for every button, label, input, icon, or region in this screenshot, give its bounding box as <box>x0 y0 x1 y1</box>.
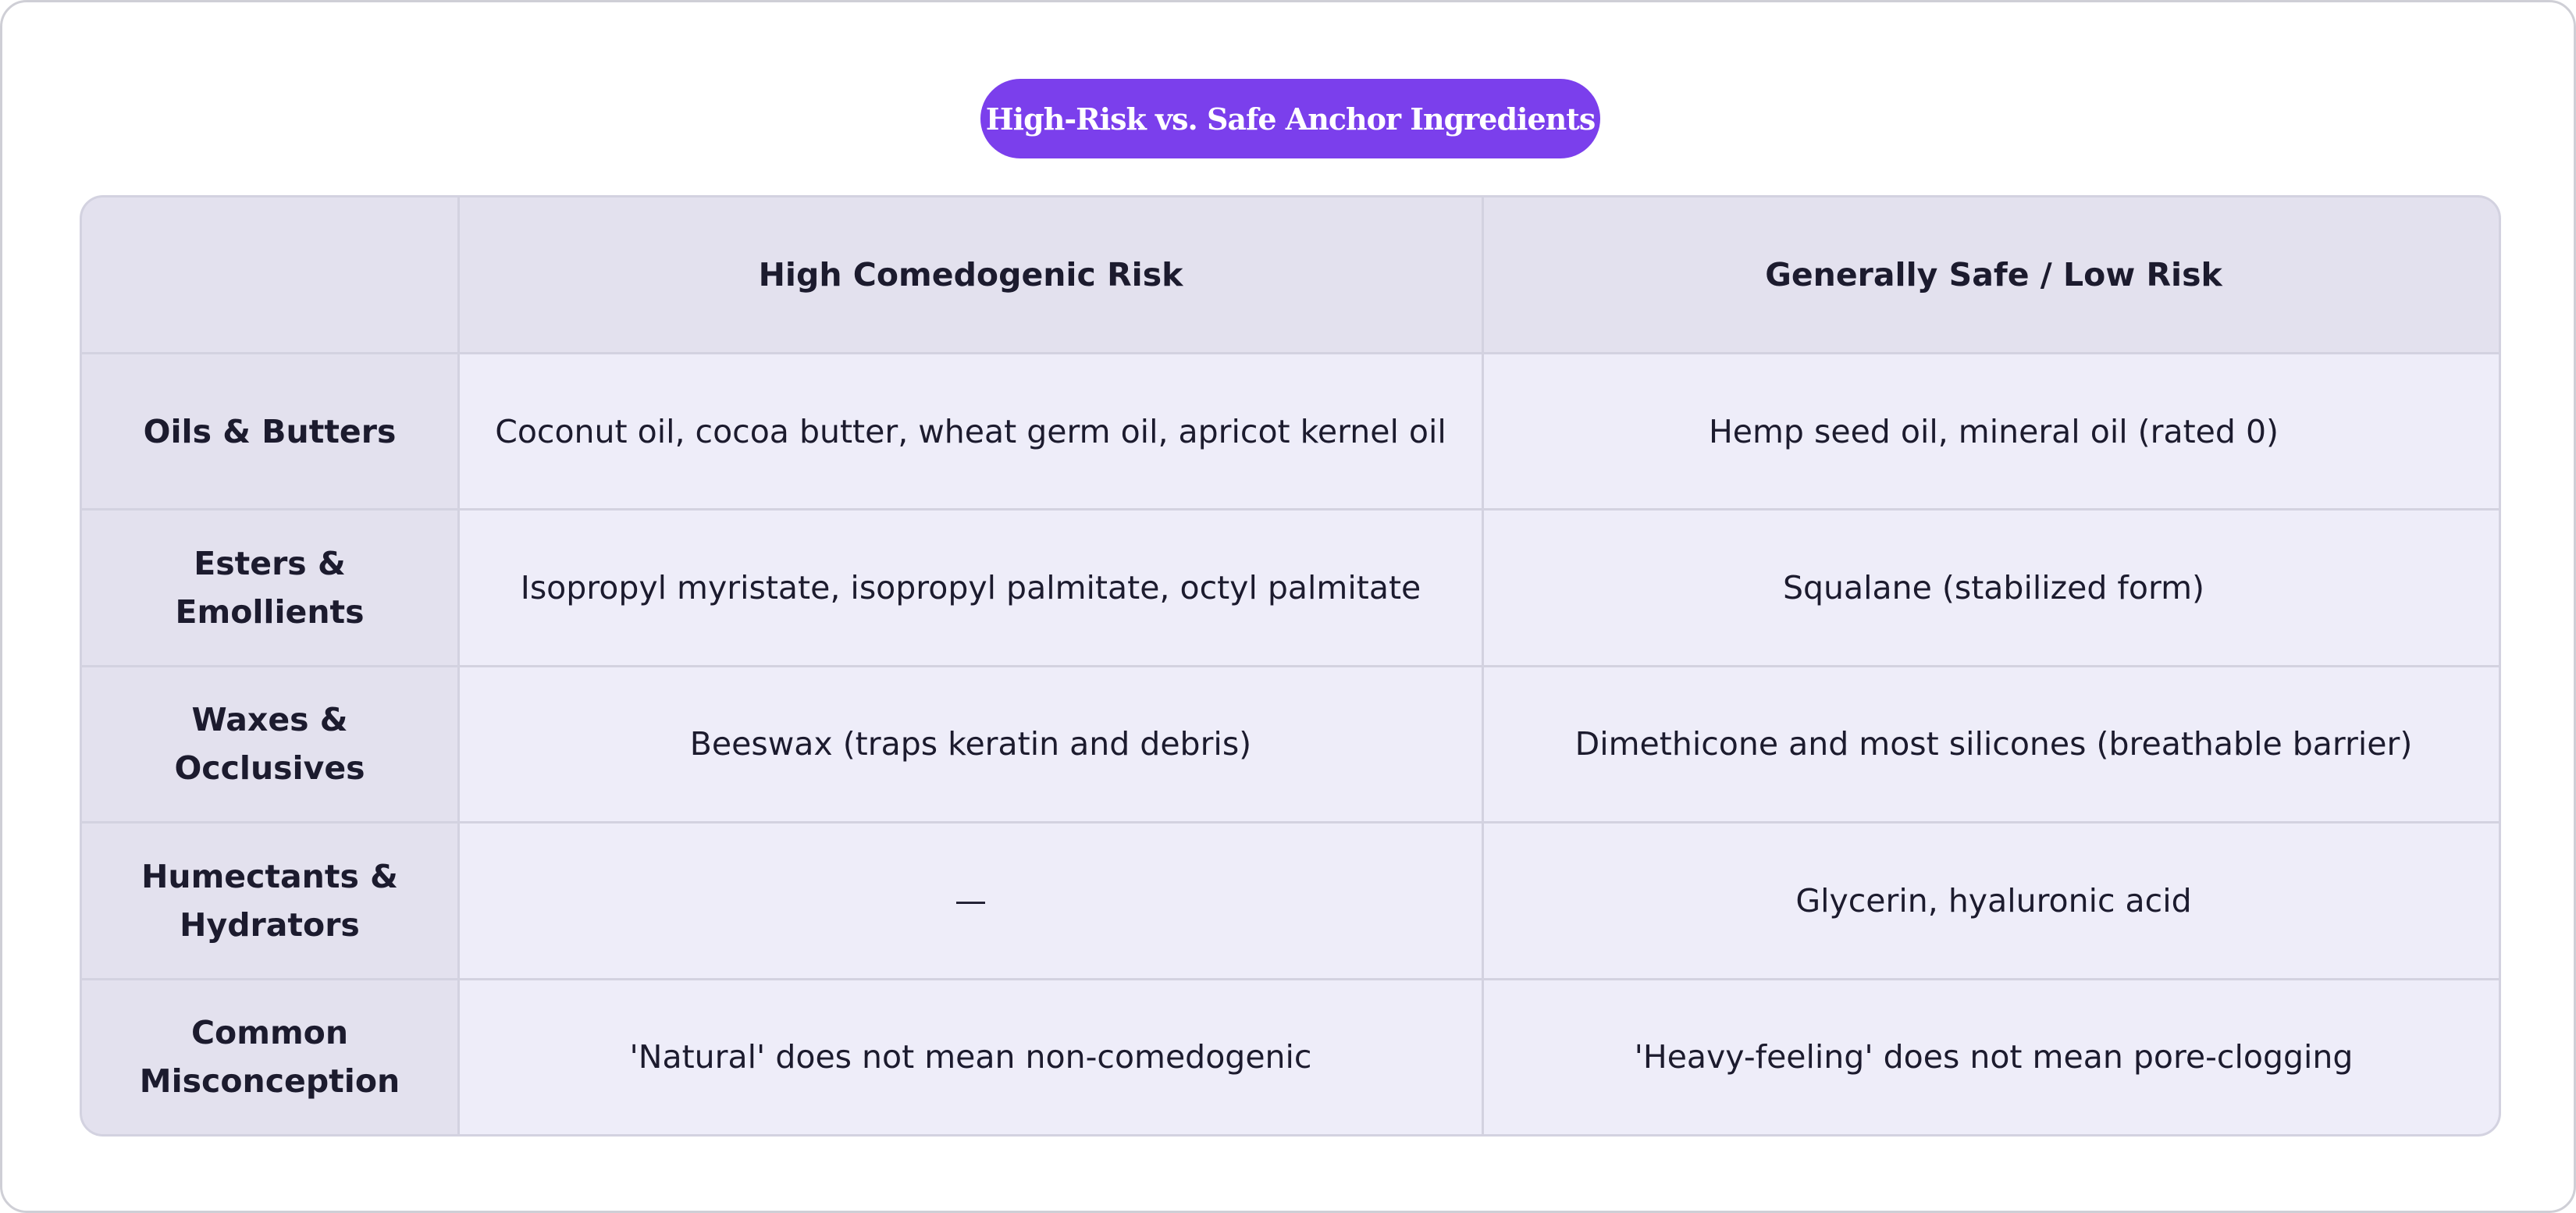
row-label-oils-butters: Oils & Butters <box>82 354 457 509</box>
cell-high-risk: 'Natural' does not mean non-comedogenic <box>460 980 1482 1134</box>
cell-safe: Squalane (stabilized form) <box>1484 510 2499 665</box>
cell-high-risk: Beeswax (traps keratin and debris) <box>460 667 1482 822</box>
header-safe: Generally Safe / Low Risk <box>1484 197 2499 352</box>
cell-safe: Glycerin, hyaluronic acid <box>1484 823 2499 978</box>
header-corner <box>82 197 457 352</box>
cell-high-risk: Isopropyl myristate, isopropyl palmitate… <box>460 510 1482 665</box>
row-label-waxes-occlusives: Waxes & Occlusives <box>82 667 457 822</box>
header-high-risk: High Comedogenic Risk <box>460 197 1482 352</box>
row-label-humectants-hydrators: Humectants & Hydrators <box>82 823 457 978</box>
page-title: High-Risk vs. Safe Anchor Ingredients <box>980 79 1600 158</box>
cell-safe: Dimethicone and most silicones (breathab… <box>1484 667 2499 822</box>
cell-high-risk: Coconut oil, cocoa butter, wheat germ oi… <box>460 354 1482 509</box>
row-label-esters-emollients: Esters & Emollients <box>82 510 457 665</box>
cell-safe: 'Heavy-feeling' does not mean pore-clogg… <box>1484 980 2499 1134</box>
comparison-table: High Comedogenic Risk Generally Safe / L… <box>80 195 2501 1137</box>
row-label-common-misconception: Common Misconception <box>82 980 457 1134</box>
cell-safe: Hemp seed oil, mineral oil (rated 0) <box>1484 354 2499 509</box>
cell-high-risk: — <box>460 823 1482 978</box>
